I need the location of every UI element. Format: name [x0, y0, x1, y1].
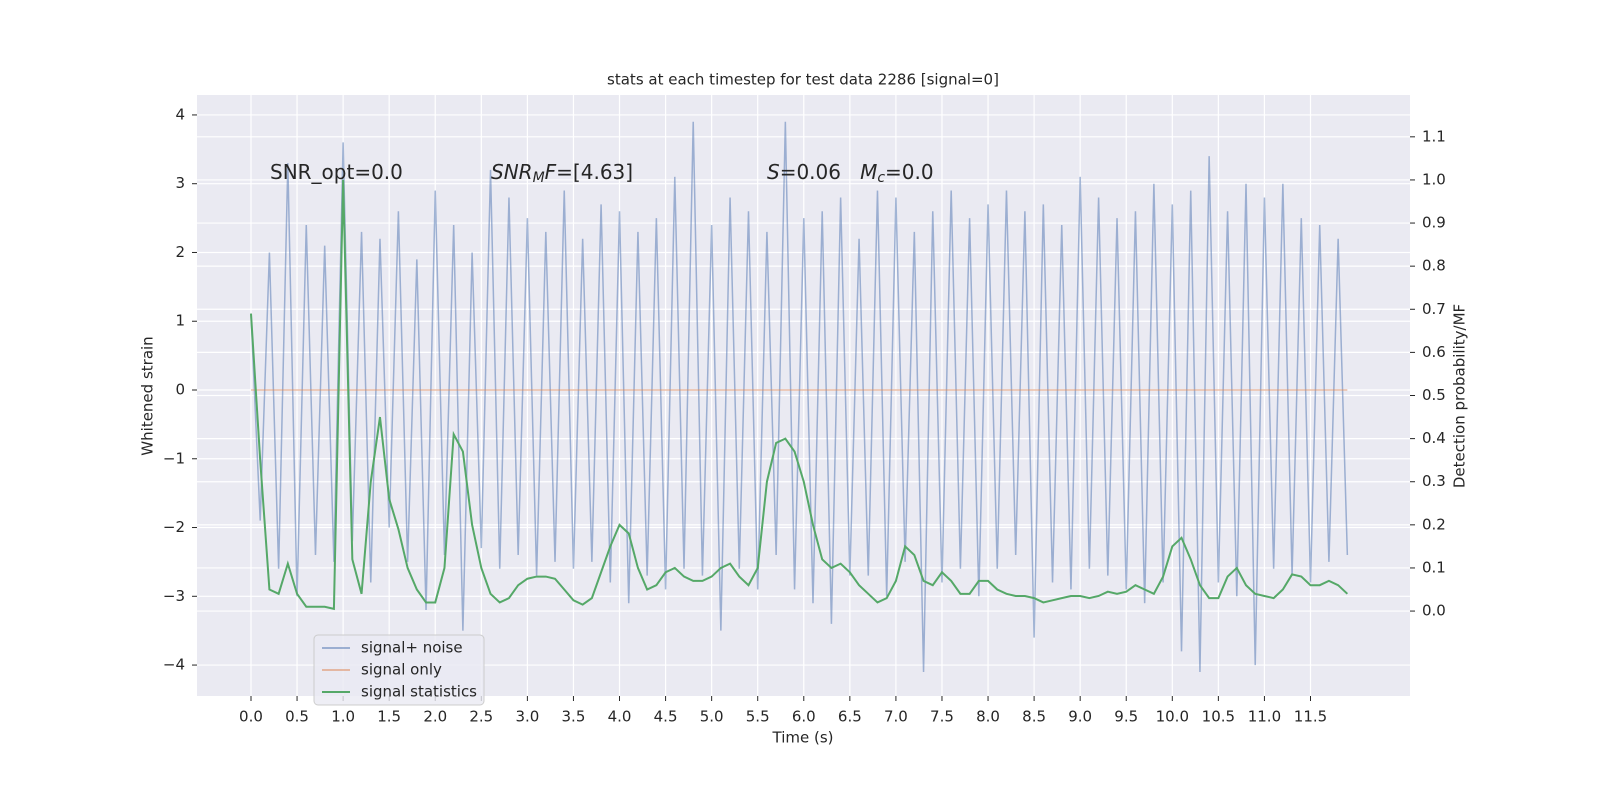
y-tick-label: 3 — [175, 174, 185, 192]
annotation-part: =0.06 — [780, 160, 860, 184]
annotation: SNR_opt=0.0 — [270, 160, 403, 184]
annotation-part: =0.0 — [885, 160, 934, 184]
y-tick-label: 1 — [175, 312, 185, 330]
x-tick-label: 1.0 — [331, 708, 355, 726]
x-tick-label: 10.0 — [1156, 708, 1189, 726]
x-tick-label: 8.0 — [976, 708, 1000, 726]
y-tick-label: −1 — [163, 449, 185, 467]
x-axis-label: Time (s) — [772, 729, 834, 747]
x-tick-label: 0.0 — [239, 708, 263, 726]
x-tick-label: 0.5 — [285, 708, 309, 726]
annotation-part: M — [860, 160, 877, 184]
y2-tick-label: 0.9 — [1422, 214, 1446, 232]
x-tick-label: 4.0 — [608, 708, 632, 726]
annotation-part: c — [877, 170, 885, 186]
y-tick-label: 2 — [175, 243, 185, 261]
y2-tick-label: 0.5 — [1422, 386, 1446, 404]
annotation-part: S — [767, 160, 780, 184]
y-tick-label: 0 — [175, 380, 185, 398]
legend: signal+ noise signal only signal statistic… — [313, 634, 485, 706]
x-tick-label: 3.5 — [562, 708, 586, 726]
legend-box — [313, 634, 485, 706]
series-line — [249, 179, 1349, 611]
x-tick-label: 8.5 — [1022, 708, 1046, 726]
y2-tick-label: 0.2 — [1422, 515, 1446, 533]
y2-axis-label: Detection probability/MF — [1451, 304, 1469, 488]
annotation-part: SNR — [491, 160, 533, 184]
x-tick-label: 10.5 — [1202, 708, 1235, 726]
legend-label: signal+ noise — [361, 639, 463, 657]
x-tick-label: 5.0 — [700, 708, 724, 726]
x-tick-label: 4.5 — [654, 708, 678, 726]
annotation: S=0.06 Mc=0.0 — [767, 160, 934, 187]
y2-tick-label: 0.1 — [1422, 558, 1446, 576]
x-tick-label: 7.0 — [884, 708, 908, 726]
y2-tick-label: 0.3 — [1422, 472, 1446, 490]
y-tick-label: 4 — [175, 105, 185, 123]
x-tick-label: 2.5 — [469, 708, 493, 726]
x-tick-label: 6.5 — [838, 708, 862, 726]
x-tick-label: 9.0 — [1068, 708, 1092, 726]
annotation-part: M — [533, 170, 545, 186]
y2-tick-label: 1.0 — [1422, 170, 1446, 188]
y2-tick-label: 0.6 — [1422, 343, 1446, 361]
annotation-part: F — [545, 160, 557, 184]
y2-tick-label: 0.7 — [1422, 300, 1446, 318]
x-tick-label: 5.5 — [746, 708, 770, 726]
x-tick-label: 6.0 — [792, 708, 816, 726]
y2-tick-label: 0.0 — [1422, 602, 1446, 620]
legend-label: signal statistics — [361, 683, 477, 701]
annotation-part: SNR_opt=0.0 — [270, 160, 403, 184]
y-tick-label: −2 — [163, 518, 185, 536]
y2-tick-label: 1.1 — [1422, 127, 1446, 145]
series-line — [250, 121, 1349, 672]
y2-tick-label: 0.8 — [1422, 257, 1446, 275]
y-axis-label: Whitened strain — [139, 336, 157, 455]
legend-label: signal only — [361, 661, 442, 679]
annotation-part: =[4.63] — [556, 160, 633, 184]
chart-title: stats at each timestep for test data 228… — [607, 71, 999, 89]
x-tick-label: 3.0 — [515, 708, 539, 726]
x-tick-label: 7.5 — [930, 708, 954, 726]
x-tick-label: 11.0 — [1248, 708, 1281, 726]
x-tick-label: 9.5 — [1114, 708, 1138, 726]
annotation: SNRMF=[4.63] — [491, 160, 633, 187]
x-tick-label: 2.0 — [423, 708, 447, 726]
x-tick-label: 1.5 — [377, 708, 401, 726]
y-tick-label: −4 — [163, 656, 185, 674]
y-tick-label: −3 — [163, 587, 185, 605]
x-tick-label: 11.5 — [1294, 708, 1327, 726]
y2-tick-label: 0.4 — [1422, 429, 1446, 447]
